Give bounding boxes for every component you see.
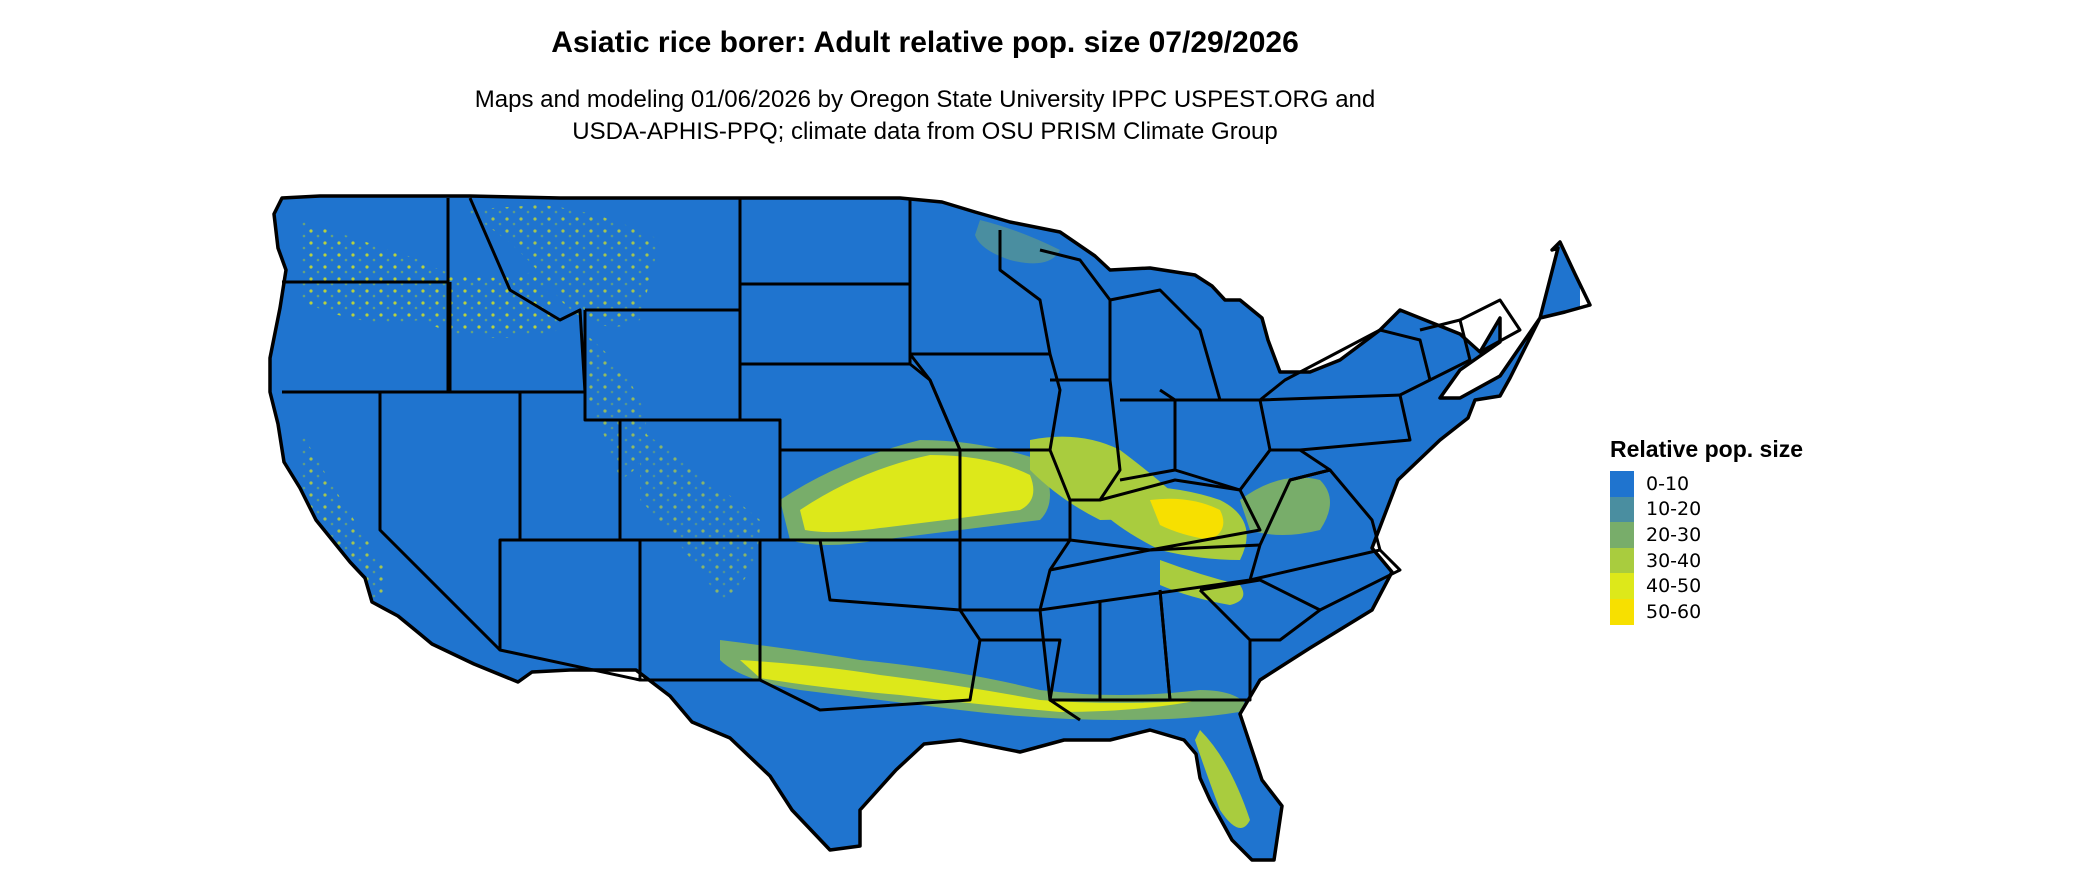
legend-label: 10-20 [1646, 498, 1702, 521]
legend-swatch [1610, 522, 1634, 548]
legend-item: 40-50 [1610, 573, 1870, 599]
legend-swatch [1610, 547, 1634, 574]
border-ky [1069, 478, 1262, 552]
subtitle-line: Maps and modeling 01/06/2026 by Oregon S… [474, 86, 1376, 113]
border-ia [908, 353, 1062, 452]
border-pa [1259, 393, 1412, 452]
population-raster [270, 196, 1580, 860]
map-subtitle: Maps and modeling 01/06/2026 by Oregon S… [0, 84, 1850, 148]
band-florida [1195, 730, 1250, 828]
legend-swatch [1610, 598, 1634, 625]
border-il [1050, 378, 1122, 502]
country-outline [268, 194, 1592, 862]
hotspot-idaho-montana [460, 205, 660, 327]
legend-label: 30-40 [1646, 549, 1702, 572]
legend-swatch [1610, 573, 1634, 599]
legend-swatch [1610, 496, 1634, 523]
border-mi [1109, 288, 1222, 402]
border-ga [1158, 588, 1252, 702]
border-la [980, 638, 1081, 722]
hotspot-utah [580, 330, 647, 480]
legend-item: 0-10 [1610, 471, 1870, 497]
band-tennessee [1160, 560, 1244, 605]
legend-label: 50-60 [1646, 600, 1702, 623]
legend-label: 20-30 [1646, 523, 1702, 546]
border-mn [908, 198, 1052, 356]
border-new-england [1419, 318, 1472, 382]
subtitle-line: USDA-APHIS-PPQ; climate data from OSU PR… [572, 118, 1278, 145]
legend-item: 30-40 [1610, 547, 1870, 574]
hotspot-southwest [640, 430, 760, 600]
legend-label: 0-10 [1646, 472, 1690, 495]
border-in [1119, 398, 1177, 482]
legend-items: 0-10 10-20 20-30 30-40 40-50 50-60 [1610, 471, 1870, 625]
patch-minnesota [975, 220, 1060, 264]
patch-new-england [1460, 245, 1543, 300]
border-ma-nh [1459, 298, 1522, 354]
border-nc [1249, 548, 1402, 612]
border-id-mt [450, 197, 587, 394]
legend-swatch [1610, 471, 1634, 497]
legend-title: Relative pop. size [1610, 436, 1804, 462]
map-title: Asiatic rice borer: Adult relative pop. … [551, 26, 1299, 59]
legend-item: 10-20 [1610, 496, 1870, 523]
band-gulf-inner [740, 660, 1200, 712]
legend-item: 50-60 [1610, 598, 1870, 625]
border-tx [758, 540, 982, 712]
hotspot-california [300, 430, 387, 600]
state-borders [282, 197, 1522, 722]
legend-item: 20-30 [1610, 522, 1870, 548]
band-plains-inner [800, 455, 1034, 533]
legend: Relative pop. size 0-10 10-20 20-30 30-40 40… [1610, 436, 1870, 625]
border-ny [1259, 328, 1432, 402]
hotspot-northwest [300, 220, 560, 338]
band-kentucky-core [1150, 498, 1224, 540]
border-ca-nv [378, 392, 502, 652]
band-virginia [1240, 477, 1330, 535]
legend-label: 40-50 [1646, 575, 1702, 598]
